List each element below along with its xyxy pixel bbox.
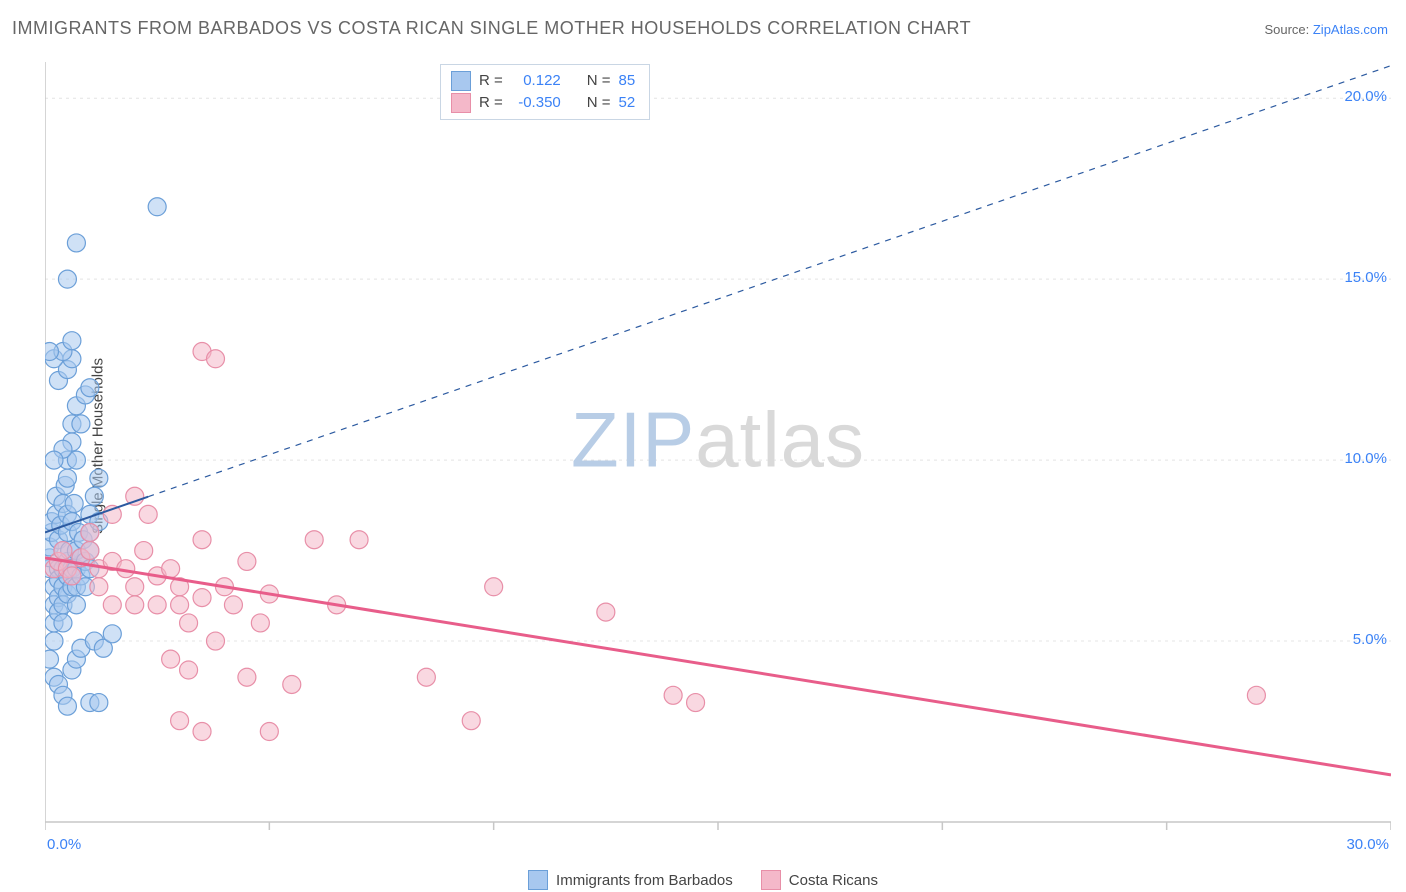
correlation-legend: R = 0.122 N = 85 R = -0.350 N = 52 (440, 64, 650, 120)
source-prefix: Source: (1264, 22, 1312, 37)
n-label-1: N = (587, 70, 611, 92)
r-value-2: -0.350 (511, 92, 561, 114)
n-label-2: N = (587, 92, 611, 114)
chart-title: IMMIGRANTS FROM BARBADOS VS COSTA RICAN … (12, 18, 971, 39)
plot-area: ZIPatlas 5.0%10.0%15.0%20.0%0.0%30.0% (45, 62, 1391, 850)
tick-label: 0.0% (47, 836, 81, 853)
r-label-2: R = (479, 92, 503, 114)
legend-row-series1: R = 0.122 N = 85 (451, 70, 635, 92)
swatch-bottom-series1 (528, 870, 548, 890)
tick-label: 10.0% (1344, 450, 1387, 467)
n-value-1: 85 (619, 70, 636, 92)
source-link[interactable]: ZipAtlas.com (1313, 22, 1388, 37)
r-value-1: 0.122 (511, 70, 561, 92)
swatch-bottom-series2 (761, 870, 781, 890)
series-legend: Immigrants from Barbados Costa Ricans (0, 870, 1406, 890)
legend-row-series2: R = -0.350 N = 52 (451, 92, 635, 114)
source-attribution: Source: ZipAtlas.com (1264, 22, 1388, 37)
swatch-series1 (451, 71, 471, 91)
legend-label-series1: Immigrants from Barbados (556, 872, 733, 889)
tick-label: 5.0% (1353, 631, 1387, 648)
r-label-1: R = (479, 70, 503, 92)
legend-item-series2: Costa Ricans (761, 870, 878, 890)
swatch-series2 (451, 93, 471, 113)
tick-label: 30.0% (1346, 836, 1389, 853)
legend-item-series1: Immigrants from Barbados (528, 870, 733, 890)
scatter-plot-svg (45, 62, 1391, 850)
tick-label: 15.0% (1344, 269, 1387, 286)
tick-label: 20.0% (1344, 88, 1387, 105)
legend-label-series2: Costa Ricans (789, 872, 878, 889)
n-value-2: 52 (619, 92, 636, 114)
